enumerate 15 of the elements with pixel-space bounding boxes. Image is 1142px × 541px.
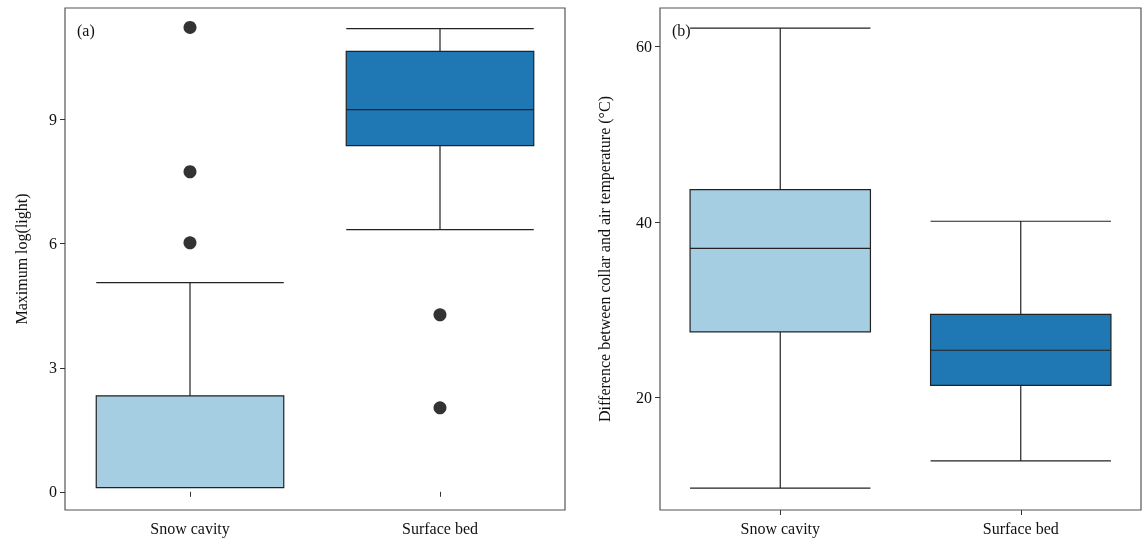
y-axis-title: Difference between collar and air temperature (°C) [595,96,614,422]
annotation: (b) [672,21,691,40]
x-tick-label: Surface bed [982,519,1059,537]
y-tick-label: 20 [636,389,652,407]
y-tick-label: 60 [636,38,652,56]
x-tick-label: Surface bed [402,519,478,537]
y-tick-label: 3 [49,359,57,377]
y-tick-label: 9 [49,111,57,129]
y-tick-label: 6 [49,235,57,253]
x-tick-label: Snow cavity [150,519,230,538]
y-tick-label: 40 [636,213,652,231]
x-tick-label: Snow cavity [740,519,821,538]
annotation: (a) [77,21,95,40]
y-axis-title: Maximum log(light) [12,193,31,325]
y-tick-label: 0 [49,483,57,501]
